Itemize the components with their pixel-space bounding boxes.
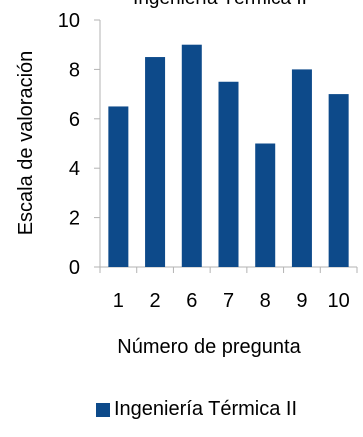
- x-tick-label: 1: [113, 290, 124, 312]
- y-tick-label: 0: [69, 257, 80, 279]
- bar: [328, 94, 349, 267]
- y-tick-label: 8: [69, 59, 80, 81]
- x-tick-label: 2: [150, 290, 161, 312]
- legend-swatch: [96, 402, 110, 417]
- legend: Ingeniería Térmica II: [96, 398, 297, 421]
- bar: [181, 44, 202, 268]
- x-tick-label: 6: [186, 290, 197, 312]
- y-tick-label: 10: [58, 10, 80, 32]
- x-tick-label: 10: [328, 290, 350, 312]
- y-tick-label: 2: [69, 208, 80, 230]
- y-axis-title: Escala de valoración: [15, 51, 37, 236]
- y-tick-label: 4: [69, 158, 80, 180]
- bar: [218, 81, 239, 267]
- x-axis-title: Número de pregunta: [117, 336, 301, 358]
- chart-title: Ingeniería Térmica II: [133, 0, 307, 9]
- bar: [108, 106, 129, 267]
- bar: [145, 57, 166, 267]
- x-tick-label: 9: [296, 290, 307, 312]
- bar: [291, 69, 312, 268]
- x-tick-label: 7: [223, 290, 234, 312]
- legend-label: Ingeniería Térmica II: [114, 398, 298, 420]
- y-tick-label: 6: [69, 109, 80, 131]
- x-tick-label: 8: [260, 290, 271, 312]
- bar: [255, 143, 276, 267]
